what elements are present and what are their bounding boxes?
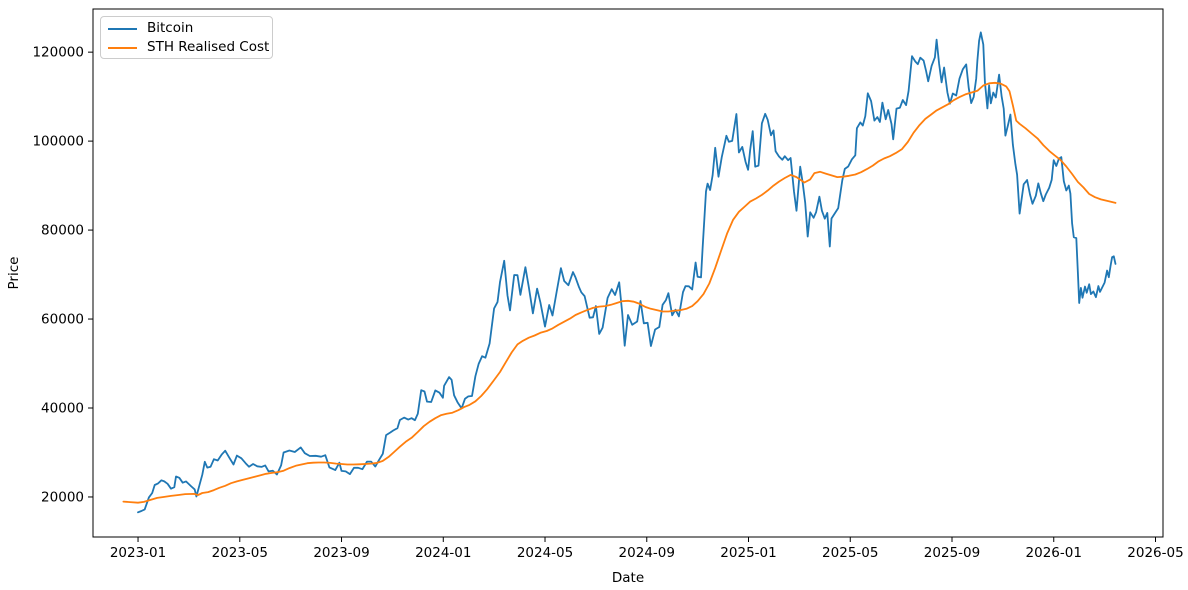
plot-border [92,8,1164,538]
legend-line-swatch [108,27,137,30]
x-tick-label: 2024-01 [415,545,471,561]
legend-label: Bitcoin [147,20,194,36]
legend-entry-bitcoin: Bitcoin [108,19,264,38]
legend: Bitcoin STH Realised Cost [100,16,273,59]
legend-label: STH Realised Cost [147,39,270,55]
legend-entry-sth-realised-cost: STH Realised Cost [108,38,269,57]
y-axis-ticks: 20000 40000 60000 80000 100000 120000 [32,45,93,505]
legend-line-swatch [108,46,137,49]
x-tick-label: 2023-05 [212,545,268,561]
x-tick-label: 2025-09 [924,545,980,561]
y-tick-label: 20000 [41,489,84,505]
x-tick-label: 2023-01 [110,545,166,561]
x-tick-label: 2026-01 [1026,545,1082,561]
x-tick-label: 2024-09 [619,545,675,561]
series-line-sth-realised-cost [122,81,1117,504]
y-tick-label: 60000 [41,312,84,328]
y-tick-label: 80000 [41,223,84,239]
y-tick-label: 40000 [41,401,84,417]
x-tick-label: 2025-01 [720,545,776,561]
series-lines [122,31,1117,514]
y-tick-label: 100000 [32,134,84,150]
y-axis-label: Price [6,257,22,290]
y-tick-label: 120000 [32,45,84,61]
x-tick-label: 2025-05 [822,545,878,561]
x-axis-label: Date [612,570,644,586]
x-axis-ticks: 2023-01 2023-05 2023-09 2024-01 2024-05 2024-… [110,537,1184,561]
x-tick-label: 2026-05 [1127,545,1183,561]
series-line-bitcoin [137,31,1117,514]
x-tick-label: 2023-09 [313,545,369,561]
axes [92,8,1164,538]
x-tick-label: 2024-05 [517,545,573,561]
